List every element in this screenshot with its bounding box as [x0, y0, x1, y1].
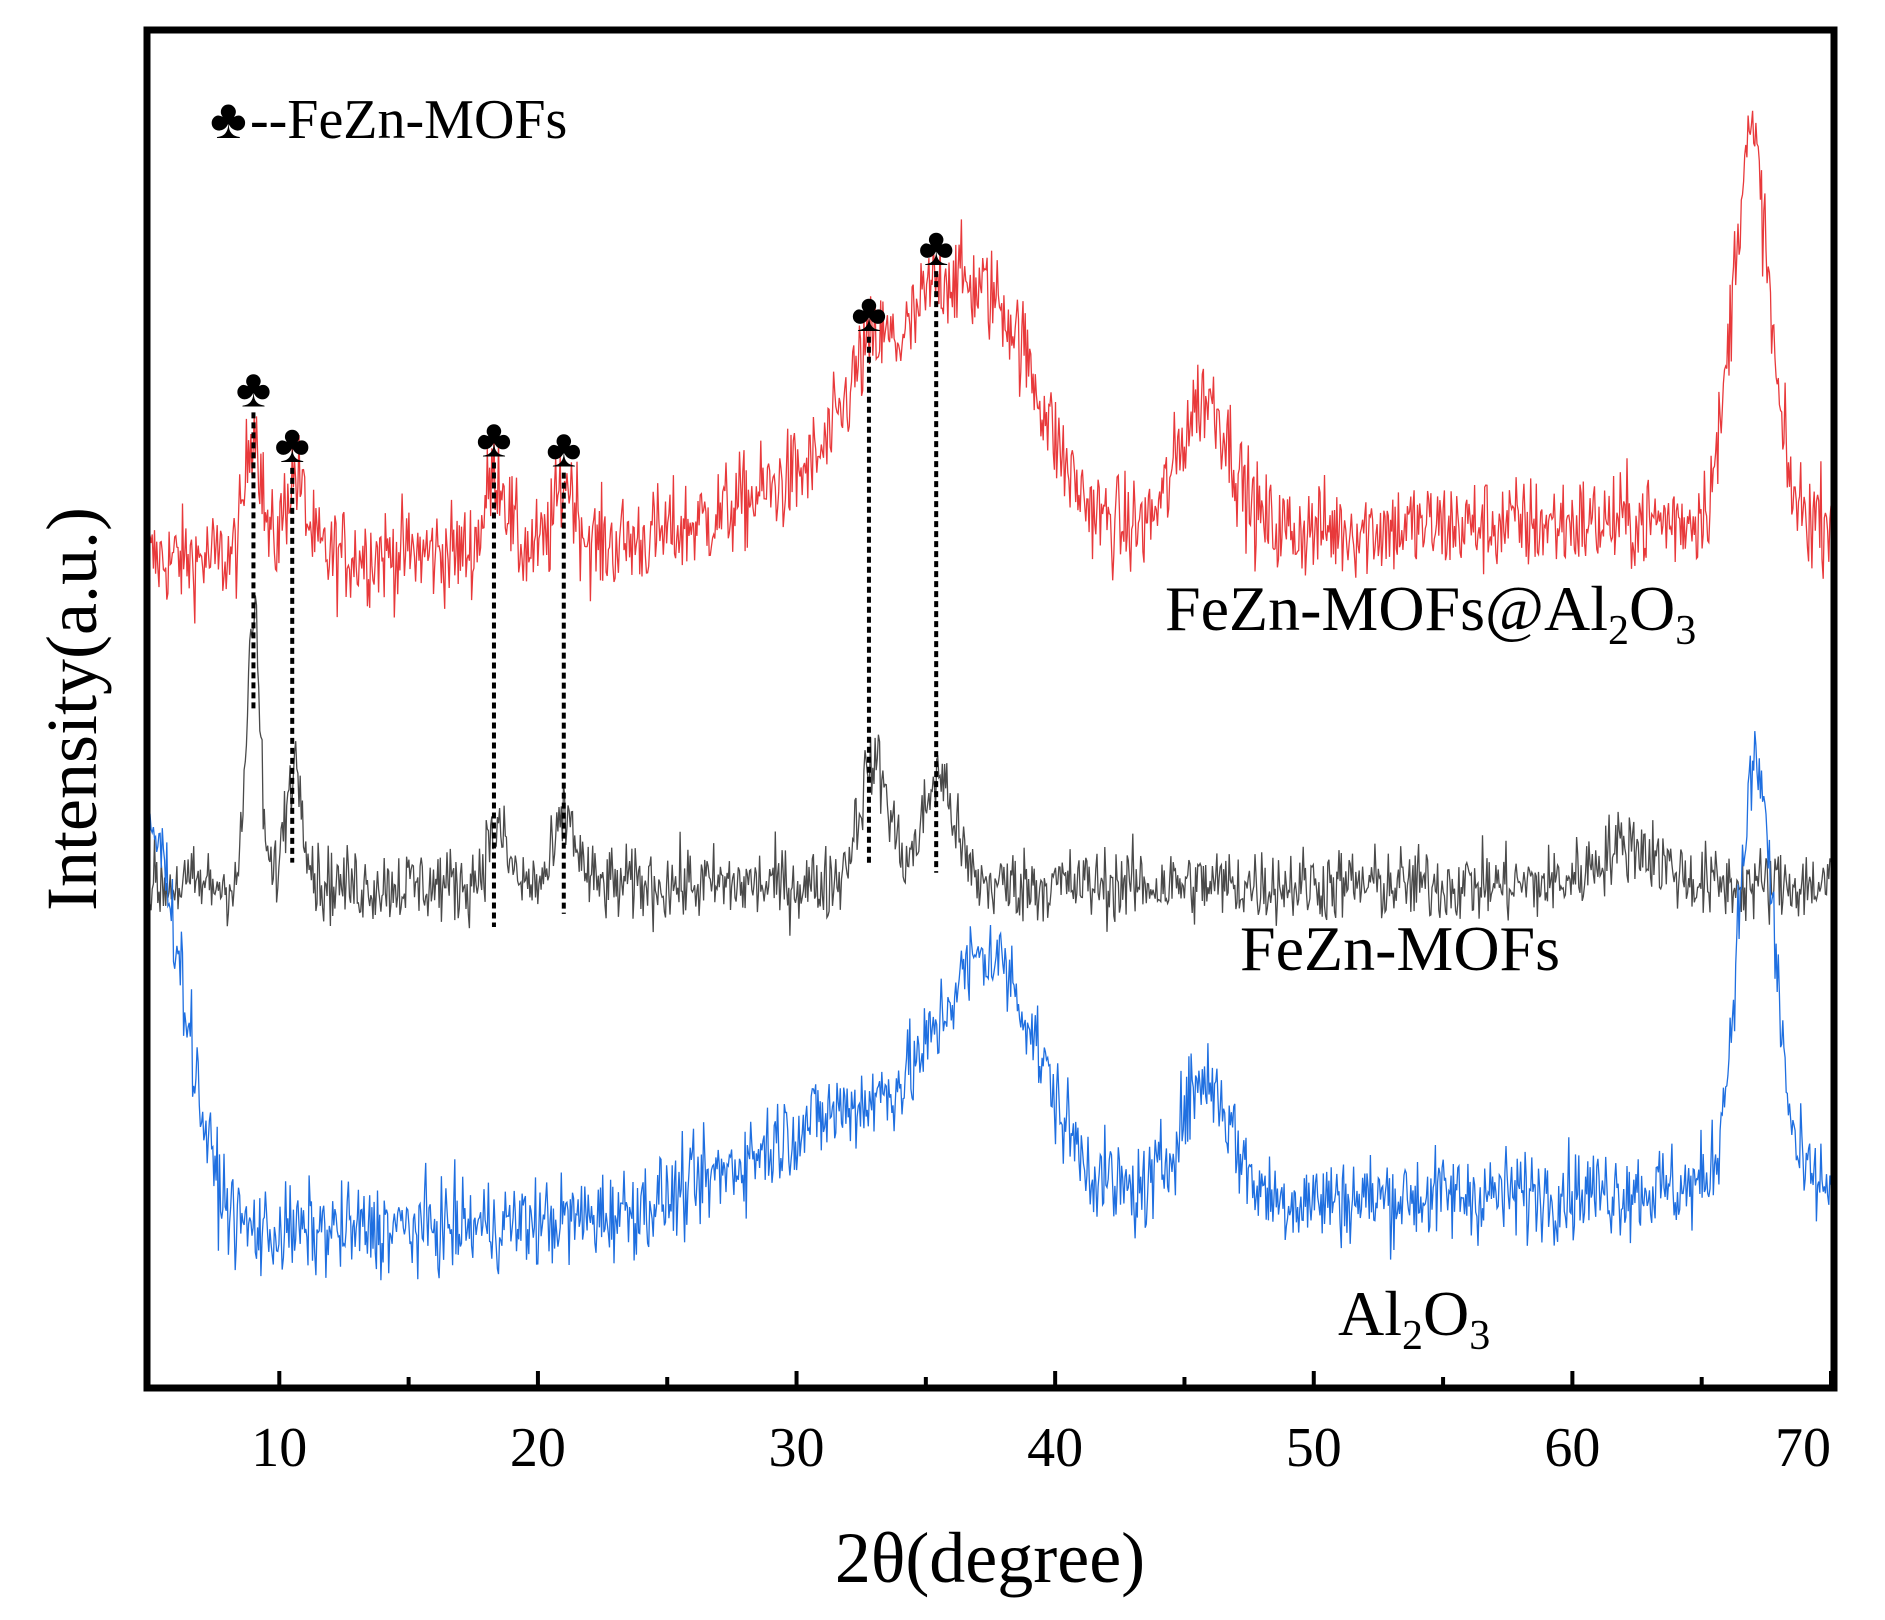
- x-axis-label: 2θ(degree): [835, 1518, 1145, 1598]
- y-axis-label: Intensity(a.u.): [32, 507, 112, 911]
- legend-symbol: ♣: [210, 89, 247, 151]
- x-tick-label-10: 10: [251, 1417, 307, 1479]
- x-axis-ticks: 10 20 30 40 50 60 70: [251, 1371, 1833, 1479]
- x-tick-label-40: 40: [1027, 1417, 1083, 1479]
- peak-marker-layer: ♣♣ ♣ ♣♣♣: [236, 217, 954, 927]
- x-tick-label-60: 60: [1544, 1417, 1600, 1479]
- x-tick-label-50: 50: [1286, 1417, 1342, 1479]
- series-label-fezn-mofs: FeZn-MOFs: [1240, 913, 1560, 984]
- x-tick-label-20: 20: [510, 1417, 566, 1479]
- series-label-al2o3: Al2O3: [1338, 1278, 1490, 1359]
- peak-marker-6: ♣: [918, 217, 953, 277]
- legend-label: --FeZn-MOFs: [250, 89, 567, 151]
- x-tick-label-70: 70: [1775, 1417, 1831, 1479]
- peak-marker-1: ♣: [236, 358, 271, 418]
- legend: ♣ --FeZn-MOFs: [210, 89, 567, 151]
- series-layer: [149, 110, 1832, 1281]
- x-tick-label-30: 30: [769, 1417, 825, 1479]
- peak-marker-5: ♣: [851, 283, 886, 343]
- plot-frame: [143, 26, 1838, 1392]
- series-line-fezn-mofs: [149, 595, 1832, 936]
- peak-marker-3: ♣: [476, 409, 511, 469]
- series-line-fezn-mofs-al2o3: [149, 110, 1832, 624]
- peak-marker-2: ♣: [275, 414, 310, 474]
- peak-marker-4: ♣: [546, 419, 581, 479]
- series-label-fezn-mofs-al2o3: FeZn-MOFs@Al2O3: [1165, 573, 1696, 654]
- series-line-al2o3: [149, 731, 1832, 1281]
